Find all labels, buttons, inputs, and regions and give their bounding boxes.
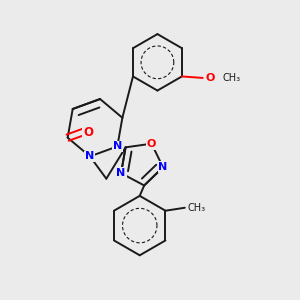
Text: N: N [85, 152, 94, 161]
Text: N: N [158, 162, 168, 172]
Text: N: N [113, 141, 122, 152]
Text: O: O [206, 73, 215, 83]
Text: CH₃: CH₃ [222, 73, 240, 83]
Text: CH₃: CH₃ [188, 203, 206, 213]
Text: O: O [83, 126, 93, 139]
Text: O: O [147, 139, 156, 149]
Text: N: N [116, 168, 126, 178]
